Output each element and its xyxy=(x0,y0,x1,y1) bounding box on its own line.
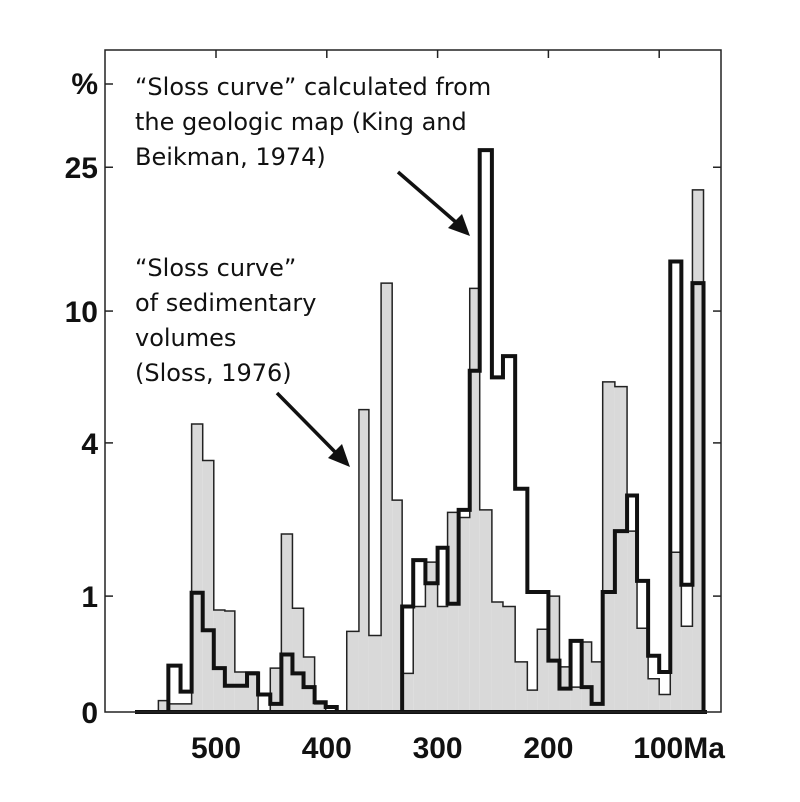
histogram-bar xyxy=(637,628,649,712)
histogram-bar xyxy=(270,668,282,712)
histogram-bar xyxy=(402,673,414,712)
y-tick-label: 1 xyxy=(81,581,98,614)
histogram-bar xyxy=(191,423,203,712)
histogram-bar xyxy=(681,626,693,712)
arrow-line xyxy=(396,170,460,226)
black-series-line xyxy=(166,148,706,712)
histogram-bar xyxy=(602,381,615,712)
histogram-bar xyxy=(202,460,214,712)
annotation-line: Beikman, 1974) xyxy=(135,143,326,171)
histogram-bar xyxy=(314,703,326,712)
x-tick-label: 200 xyxy=(523,732,573,765)
histogram-bar xyxy=(515,661,528,712)
x-tick-label: 300 xyxy=(413,732,463,765)
annotation-line: the geologic map (King and xyxy=(135,108,467,136)
histogram-bar xyxy=(281,533,293,712)
histogram-bar xyxy=(692,189,704,712)
y-tick-label: 10 xyxy=(65,296,98,329)
x-tick-label: 400 xyxy=(302,732,352,765)
histogram-bar xyxy=(570,687,582,712)
annotation-king-beikman: “Sloss curve” calculated from the geolog… xyxy=(135,73,491,236)
histogram-bar xyxy=(537,629,549,712)
x-axis: 500 400 300 200 100Ma xyxy=(191,50,725,765)
annotation-line: “Sloss curve” calculated from xyxy=(135,73,491,101)
annotation-line: of sedimentary xyxy=(135,289,316,317)
histogram-bar xyxy=(458,517,470,712)
histogram-bar xyxy=(548,596,560,712)
arrowhead-icon xyxy=(448,214,470,236)
histogram-bar xyxy=(413,606,426,712)
histogram-bar xyxy=(581,641,592,712)
histogram-bar xyxy=(358,409,369,712)
histogram-bar xyxy=(469,288,480,712)
annotation-line: “Sloss curve” xyxy=(135,254,296,282)
histogram-bar xyxy=(527,690,538,712)
histogram-bar xyxy=(491,602,503,712)
y-tick-label: 0 xyxy=(81,697,98,730)
histogram-bar xyxy=(648,678,660,712)
arrowhead-icon xyxy=(328,444,350,467)
histogram-bar xyxy=(437,606,448,712)
histogram-bar xyxy=(292,608,304,712)
histogram-bar xyxy=(213,610,225,712)
histogram-bar xyxy=(591,661,603,712)
annotation-sloss-1976: “Sloss curve” of sedimentary volumes (Sl… xyxy=(135,254,350,467)
histogram-bar xyxy=(158,700,169,712)
histogram-bar xyxy=(392,500,403,712)
histogram-bar xyxy=(368,635,382,712)
histogram-bar xyxy=(381,283,393,712)
y-axis: 0 1 4 10 25 xyxy=(65,83,721,730)
histogram-bar xyxy=(447,512,459,712)
arrow-line xyxy=(275,391,340,457)
histogram-bar xyxy=(659,694,671,712)
annotation-line: (Sloss, 1976) xyxy=(135,359,292,387)
histogram-bar xyxy=(303,656,315,712)
histogram-bar xyxy=(670,552,682,712)
x-tick-label: 500 xyxy=(191,732,241,765)
histogram-bar xyxy=(234,672,259,712)
y-axis-unit-label: % xyxy=(71,68,98,101)
histogram-bar xyxy=(425,562,438,712)
histogram-bar xyxy=(614,386,628,712)
annotation-line: volumes xyxy=(135,324,236,352)
histogram-bar xyxy=(479,509,492,712)
y-tick-label: 4 xyxy=(81,428,98,461)
gray-histogram-bars xyxy=(158,189,704,712)
y-tick-label: 25 xyxy=(65,152,98,185)
histogram-bar xyxy=(346,631,359,712)
histogram-bar xyxy=(224,610,235,712)
histogram-bar xyxy=(502,606,516,712)
histogram-bar xyxy=(627,531,638,712)
x-tick-label: 100Ma xyxy=(633,732,725,765)
plot-frame xyxy=(104,49,722,713)
histogram-bar xyxy=(168,703,192,712)
